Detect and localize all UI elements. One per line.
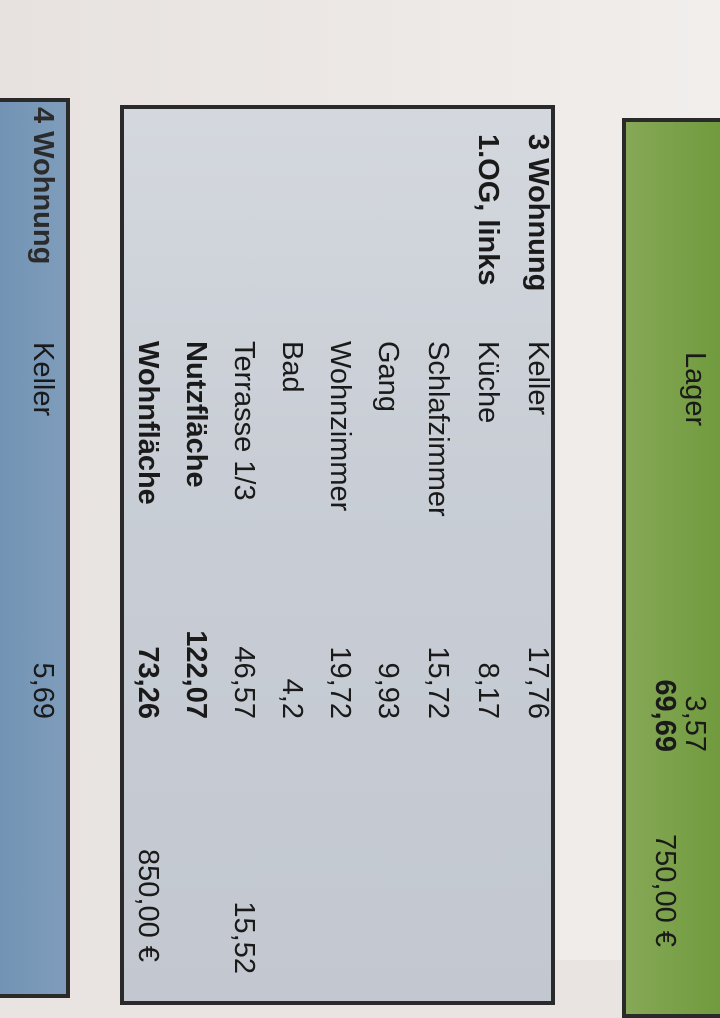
room-label: Keller (27, 342, 59, 417)
price: 750,00 € (649, 834, 681, 947)
previous-unit-section: Lager 3,57 69,69 750,00 € (622, 118, 720, 1018)
unit-4-section: 4 Wohnung Keller 5,69 (0, 98, 70, 998)
nutzflaeche-value: 122,07 (180, 630, 212, 719)
unit-location: 1.OG, links (472, 134, 504, 286)
room-label: Schlafzimmer (422, 341, 454, 517)
room-label: Gang (372, 341, 404, 412)
room-area: 3,57 (679, 695, 711, 752)
room-area: 9,93 (372, 662, 404, 719)
terrace-extra-value: 15,52 (228, 901, 260, 974)
room-area: 46,57 (228, 646, 260, 719)
room-label: Wohnzimmer (324, 341, 356, 512)
room-label: Lager (679, 352, 711, 427)
nutzflaeche-label: Nutzfläche (180, 341, 212, 488)
room-area: 17,76 (522, 646, 554, 719)
room-label: Keller (522, 341, 554, 416)
room-label: Küche (472, 341, 504, 424)
unit-title: 4 Wohnung (27, 107, 59, 265)
room-area: 8,17 (472, 662, 504, 719)
room-area: 5,69 (27, 662, 59, 719)
unit-title: 3 Wohnung (522, 134, 554, 292)
room-label: Bad (276, 341, 308, 393)
room-area: 19,72 (324, 646, 356, 719)
room-label: Terrasse 1/3 (228, 341, 260, 501)
unit-3-section: 3 Wohnung 1.OG, links Keller 17,76 Küche… (120, 105, 555, 1005)
wohnflaeche-value: 73,26 (132, 646, 164, 719)
total-area: 69,69 (649, 679, 681, 752)
price: 850,00 € (132, 849, 164, 962)
room-area: 15,72 (422, 646, 454, 719)
wohnflaeche-label: Wohnfläche (132, 341, 164, 505)
room-area: 4,2 (276, 678, 308, 719)
